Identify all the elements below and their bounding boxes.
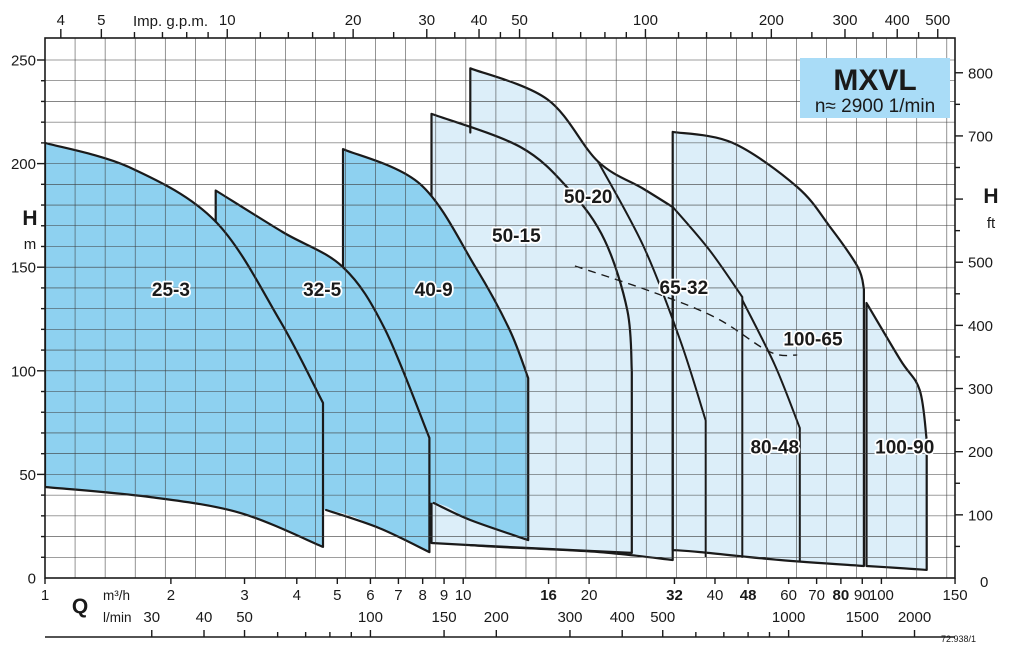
gpm-tick-label: 4 [57, 12, 65, 29]
lmin-tick-label: 50 [236, 609, 253, 626]
envelope-label-40-9: 40-9 [415, 280, 453, 301]
envelope-label-80-48: 80-48 [750, 437, 799, 458]
m3h-tick-label: 5 [333, 587, 341, 604]
gpm-tick-label: 200 [759, 12, 784, 29]
m3h-tick-label: 60 [780, 587, 797, 604]
envelope-outline-50-20 [469, 67, 674, 562]
lmin-tick-label: 300 [557, 609, 582, 626]
m3h-tick-label: 70 [808, 587, 825, 604]
gpm-tick-label: 300 [832, 12, 857, 29]
gpm-tick-label: 5 [97, 12, 105, 29]
envelope-label-25-3: 25-3 [152, 280, 190, 301]
gpm-tick-label: 100 [633, 12, 658, 29]
right-tick-label: 300 [968, 381, 993, 398]
left-tick-label: 0 [28, 571, 36, 588]
m3h-tick-label: 48 [740, 587, 757, 604]
legend-series-name: MXVL [833, 64, 916, 97]
lmin-tick-label: 400 [610, 609, 635, 626]
right-tick-label: 400 [968, 318, 993, 335]
envelope-label-32-5: 32-5 [303, 280, 341, 301]
gpm-tick-label: 50 [511, 12, 528, 29]
gpm-tick-label: 40 [471, 12, 488, 29]
left-tick-label: 50 [19, 467, 36, 484]
m3h-tick-label: 80 [833, 587, 850, 604]
lmin-tick-label: 30 [143, 609, 160, 626]
envelope-label-100-65: 100-65 [783, 330, 843, 351]
right-axis-letter: H [983, 185, 998, 208]
right-tick-label: 800 [968, 65, 993, 82]
m3h-tick-label: 10 [455, 587, 472, 604]
envelope-outline-40-9 [341, 148, 530, 542]
envelope-outline-65-32 [671, 130, 865, 568]
legend-background [800, 58, 950, 118]
envelope-fill-100-90 [866, 303, 927, 570]
right-axis-zero-label: 0 [980, 574, 988, 591]
top-axis-unit-label: Imp. g.p.m. [133, 13, 208, 30]
right-tick-label: 200 [968, 444, 993, 461]
m3h-unit-label: m³/h [103, 588, 130, 603]
lmin-tick-label: 200 [484, 609, 509, 626]
envelope-label-65-32: 65-32 [660, 278, 709, 299]
m3h-tick-label: 40 [707, 587, 724, 604]
m3h-tick-label: 4 [293, 587, 301, 604]
envelope-fill-65-32 [672, 131, 864, 566]
m3h-tick-label: 7 [394, 587, 402, 604]
lmin-tick-label: 1000 [772, 609, 805, 626]
m3h-tick-label: 150 [943, 587, 968, 604]
left-axis-letter: H [22, 207, 37, 230]
document-code: 72.938/1 [941, 634, 976, 644]
m3h-tick-label: 32 [666, 587, 683, 604]
lmin-tick-label: 40 [196, 609, 213, 626]
m3h-tick-label: 2 [167, 587, 175, 604]
flow-axis-letter: Q [72, 595, 88, 618]
m3h-tick-label: 20 [581, 587, 598, 604]
right-axis-unit: ft [987, 215, 996, 232]
envelope-outline-25-3 [45, 141, 325, 548]
dashed-guide-line [574, 265, 798, 357]
region-labels: 25-3 32-5 40-9 50-15 50-20 65-32 100-90 100-65 8… [150, 185, 936, 460]
left-tick-label: 250 [11, 53, 36, 70]
legend-speed: n≈ 2900 1/min [815, 96, 935, 117]
gpm-tick-label: 30 [418, 12, 435, 29]
envelope-label-100-90: 100-90 [875, 437, 934, 458]
gpm-tick-label: 400 [885, 12, 910, 29]
envelope-label-50-20: 50-20 [564, 187, 613, 208]
gpm-tick-label: 10 [219, 12, 236, 29]
m3h-tick-label: 3 [240, 587, 248, 604]
lmin-tick-label: 100 [358, 609, 383, 626]
right-tick-label: 100 [968, 507, 993, 524]
envelope-outline-100-90 [865, 301, 928, 571]
gpm-tick-label: 20 [345, 12, 362, 29]
m3h-tick-label: 1 [41, 587, 49, 604]
lmin-tick-label: 500 [650, 609, 675, 626]
m3h-tick-label: 9 [440, 587, 448, 604]
lmin-tick-label: 2000 [898, 609, 931, 626]
m3h-tick-label: 90 [854, 587, 871, 604]
lmin-unit-label: l/min [103, 610, 132, 625]
lmin-tick-label: 1500 [846, 609, 879, 626]
lmin-tick-label: 150 [432, 609, 457, 626]
legend: MXVL n≈ 2900 1/min [800, 58, 950, 118]
internal-boundary-2 [671, 206, 744, 558]
left-tick-label: 200 [11, 156, 36, 173]
m3h-tick-label: 6 [366, 587, 374, 604]
m3h-tick-label: 16 [540, 587, 557, 604]
left-axis-unit: m [24, 236, 37, 253]
m3h-tick-label: 100 [869, 587, 894, 604]
left-tick-label: 150 [11, 260, 36, 277]
gpm-tick-label: 500 [925, 12, 950, 29]
left-tick-label: 100 [11, 363, 36, 380]
m3h-tick-label: 8 [419, 587, 427, 604]
envelope-label-50-15: 50-15 [492, 226, 541, 247]
right-tick-label: 500 [968, 255, 993, 272]
right-tick-label: 700 [968, 128, 993, 145]
